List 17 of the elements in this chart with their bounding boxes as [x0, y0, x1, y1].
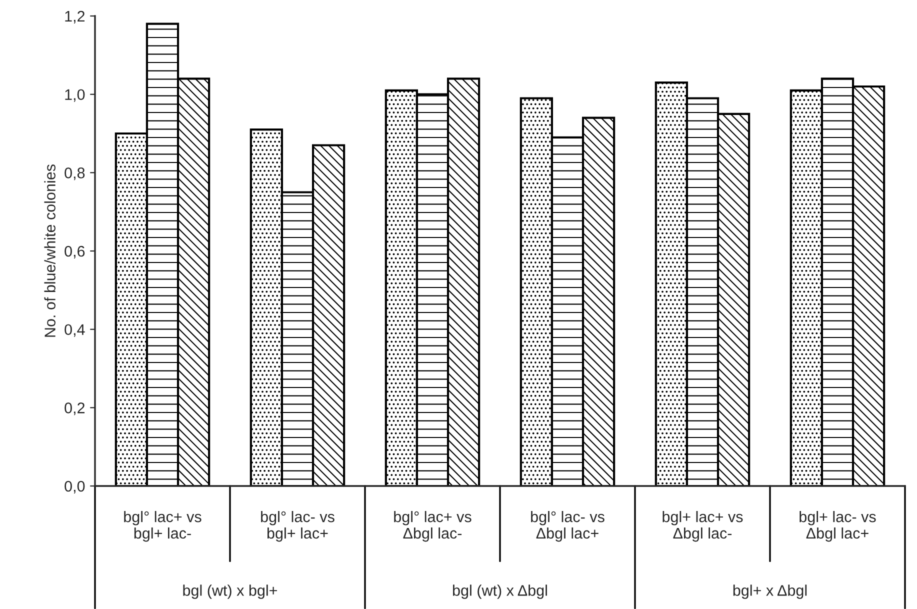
- x-tick-label: bgl° lac- vs bgl+ lac+: [261, 511, 334, 542]
- text: bgl (wt) x Δbgl: [453, 584, 547, 599]
- x-tick-label: bgl° lac+ vs bgl+ lac-: [124, 511, 202, 542]
- y-tick-label: 0,0: [64, 480, 85, 494]
- y-tick-label: 0,8: [64, 168, 85, 180]
- y-tick-label: 0,6: [64, 246, 85, 258]
- x-tick-label: bgl° lac- vs Δbgl lac+: [531, 511, 604, 542]
- y-tick-label: 1,0: [65, 89, 85, 102]
- y-tick-label: 0,2: [64, 402, 85, 416]
- text: bgl (wt) x bgl+: [183, 584, 278, 599]
- text: bgl+ x Δbgl: [733, 584, 807, 599]
- x-tick-label: bgl+ lac- vs Δbgl lac+: [800, 511, 876, 542]
- x-tick-label: bgl+ lac+ vs Δbgl lac-: [662, 511, 743, 542]
- y-tick-label: 1,2: [65, 10, 85, 24]
- y-tick-label: 0,4: [64, 324, 85, 337]
- y-axis-title: No. of blue/white colonies: [44, 164, 56, 337]
- x-tick-label: bgl° lac+ vs Δbgl lac-: [394, 511, 472, 542]
